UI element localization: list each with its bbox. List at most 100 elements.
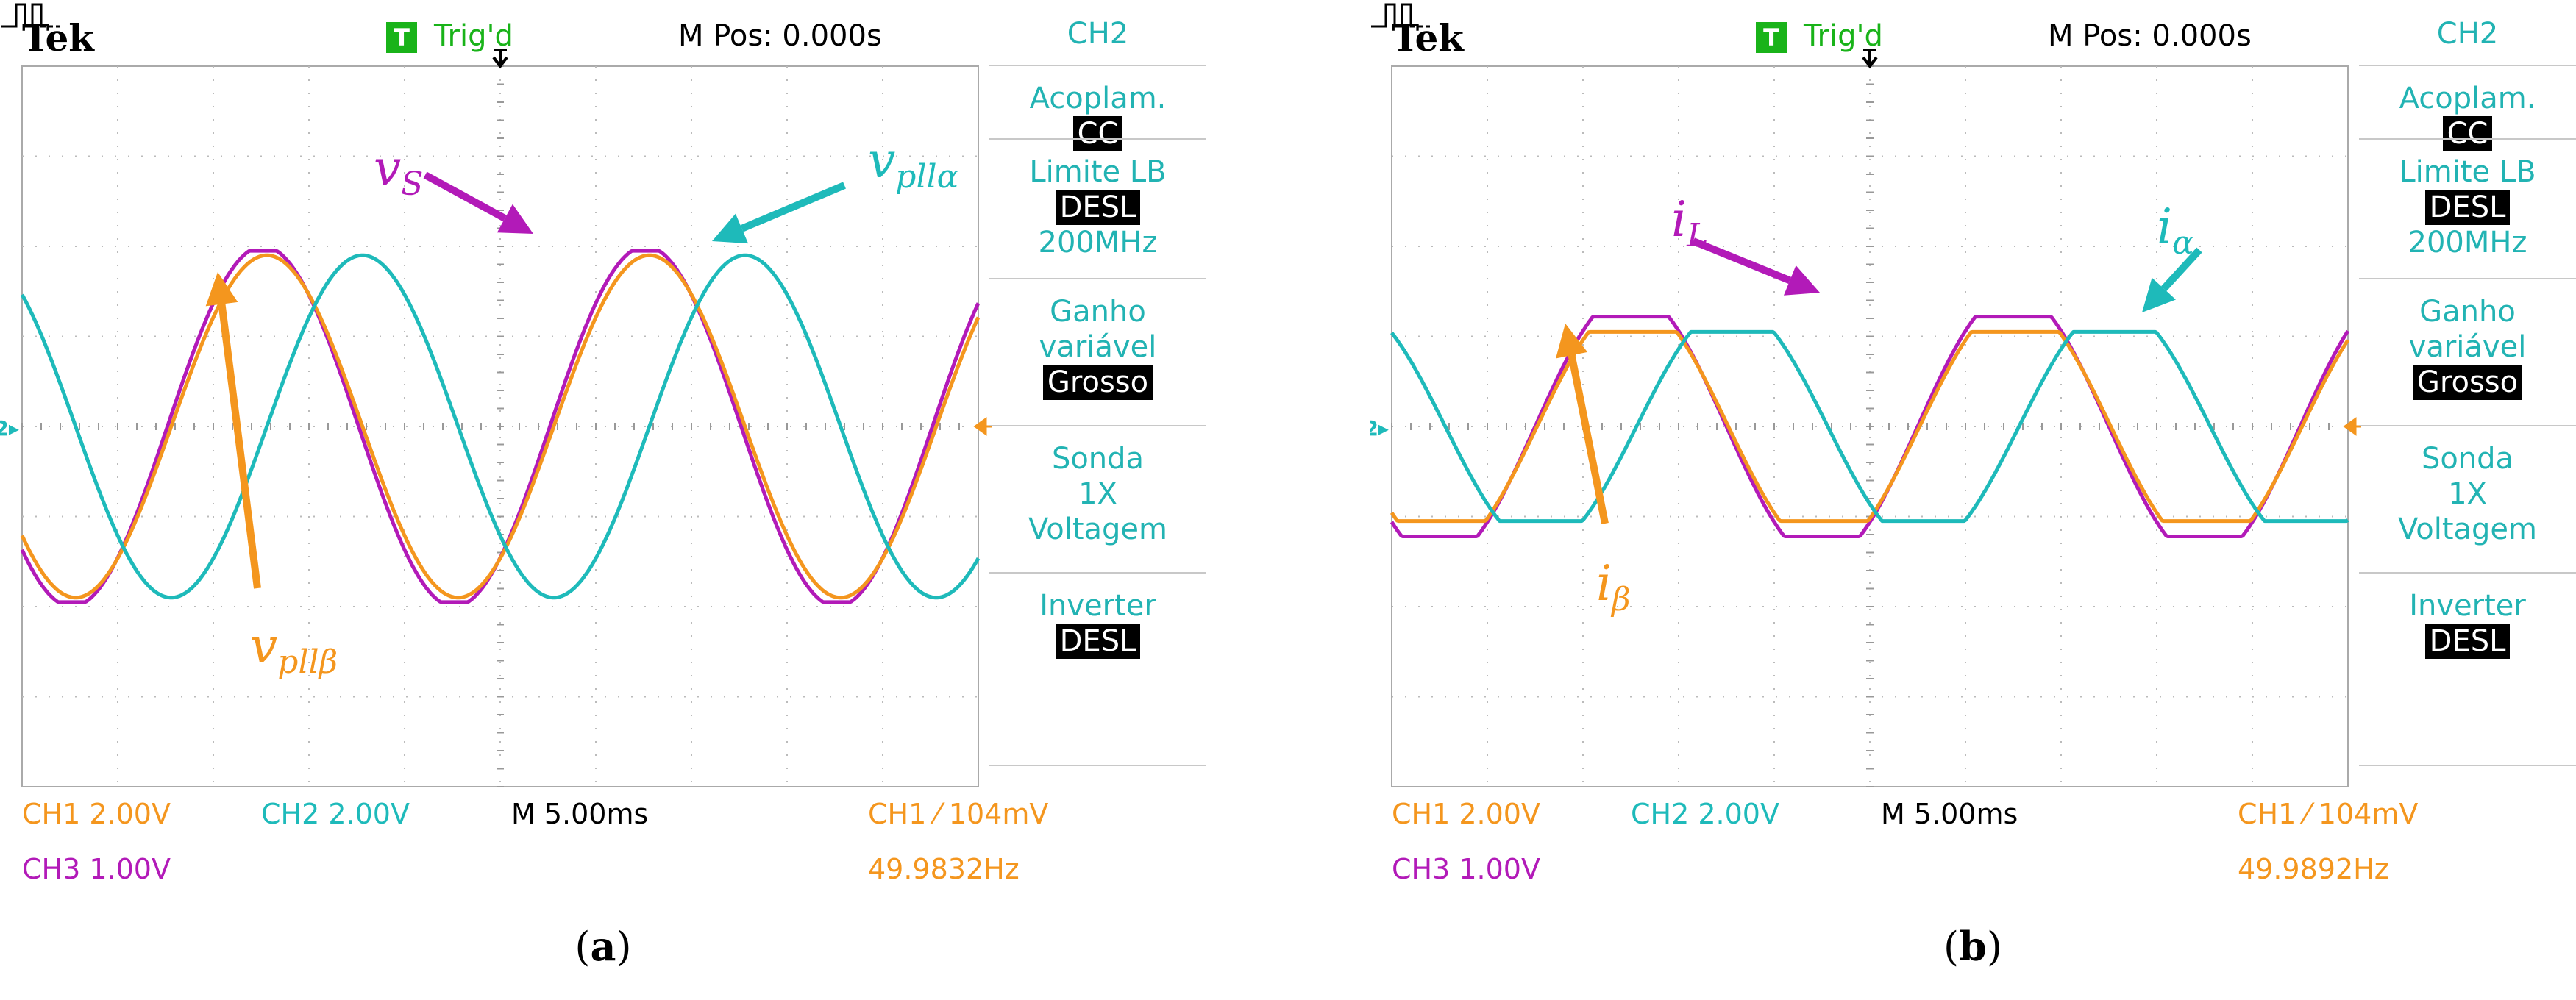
sidebar-item-label: Ganho [1050, 295, 1146, 329]
panel-b: 2▸ Tek T Trig'd M Pos: 0.000s CH2 Acoplam… [1370, 0, 2576, 1000]
sidebar-item[interactable]: Inverter DESL [2359, 588, 2576, 659]
sidebar-item-label: Inverter [1039, 589, 1156, 623]
sidebar-divider [2359, 278, 2576, 279]
sidebar-item[interactable]: Acoplam. CC [989, 81, 1206, 151]
oscilloscope-screen: 2▸ Tek T Trig'd M Pos: 0.000s CH2 Acoplam… [0, 0, 1206, 912]
series-line-0 [1390, 315, 2350, 538]
sidebar-divider [989, 425, 1206, 426]
annotation-arrowhead [2142, 277, 2176, 312]
pulse-icon [1, 3, 60, 28]
sidebar-item-label: Limite LB [1029, 155, 1167, 189]
caption-b: (b) [1943, 923, 2002, 970]
annotation-arrow [1568, 354, 1609, 524]
trigger-level: CH1 ⁄ 104mV [868, 798, 1049, 830]
trigger-position-icon [492, 49, 508, 69]
sidebar-item[interactable]: Ganho variável Grosso [989, 294, 1206, 400]
ch2-scale: CH2 2.00V [261, 798, 410, 830]
sidebar-item-label: Voltagem [1028, 512, 1167, 546]
sidebar-item-value-wrap: DESL [989, 190, 1206, 225]
annotation-arrow [740, 182, 846, 232]
annotation-arrowhead [712, 213, 749, 244]
series-line-1 [1390, 329, 2350, 524]
trigger-level-icon [2343, 417, 2361, 436]
sidebar-item-extra: 200MHz [1038, 226, 1158, 260]
sidebar-item[interactable]: Inverter DESL [989, 588, 1206, 659]
sidebar-item-value-wrap: CC [2359, 116, 2576, 151]
annotation-i-beta: iβ [1596, 555, 1631, 618]
sidebar-item-value-wrap: DESL [2359, 190, 2576, 225]
sidebar-item-label: Acoplam. [2399, 82, 2536, 115]
trigger-level-icon [973, 417, 992, 436]
annotation-vpll-beta: vpllβ [250, 618, 338, 681]
sidebar-item-label: Inverter [2409, 589, 2526, 623]
frequency-readout: 49.9892Hz [2238, 853, 2389, 885]
sidebar-divider [2359, 65, 2576, 66]
brand-label: Tek [1392, 16, 1464, 60]
ground-marker-icon: 2▸ [1370, 416, 1389, 440]
brand-label: Tek [22, 16, 94, 60]
sidebar-item-value: Grosso [2412, 365, 2523, 400]
sidebar-item-label: Sonda [1051, 442, 1145, 476]
pulse-icon [1371, 3, 1430, 28]
trigger-box-icon: T [1756, 22, 1787, 53]
ch1-scale: CH1 2.00V [1392, 798, 1540, 830]
panel-a: 2▸ Tek T Trig'd M Pos: 0.000s CH2 Acoplam… [0, 0, 1206, 1000]
sidebar-divider [2359, 425, 2576, 426]
sidebar-divider [989, 278, 1206, 279]
sidebar-item-label: 1X [1078, 477, 1117, 511]
sidebar-item[interactable]: Sonda 1X Voltagem [989, 441, 1206, 547]
waveform-plot: 2▸ [1370, 49, 2361, 788]
trigger-position-icon [1862, 49, 1878, 69]
sidebar-item-value: DESL [2424, 190, 2511, 225]
sidebar-item-label: variável [2408, 330, 2527, 364]
annotation-arrowhead [1555, 324, 1588, 359]
series-line-1 [20, 253, 981, 600]
sidebar-item-value: DESL [1055, 190, 1141, 225]
sidebar-divider [989, 572, 1206, 574]
sidebar-item-value: DESL [1055, 624, 1141, 659]
sidebar-item-label: Voltagem [2397, 512, 2537, 546]
trigger-level: CH1 ⁄ 104mV [2238, 798, 2419, 830]
annotation-arrow [423, 171, 507, 222]
oscilloscope-screen: 2▸ Tek T Trig'd M Pos: 0.000s CH2 Acoplam… [1370, 0, 2576, 912]
sidebar-item-label: Ganho [2419, 295, 2516, 329]
sidebar-item-value: DESL [2424, 624, 2511, 659]
trigger-status: Trig'd [434, 19, 513, 53]
sidebar-item-value: CC [2442, 116, 2493, 151]
ground-marker-icon: 2▸ [0, 416, 19, 440]
annotation-arrowhead [1783, 265, 1820, 296]
ch1-scale: CH1 2.00V [22, 798, 171, 830]
trigger-status: Trig'd [1804, 19, 1883, 53]
sidebar-channel: CH2 [1067, 17, 1129, 51]
sidebar-divider [2359, 138, 2576, 140]
waveform-plot: 2▸ [0, 49, 992, 788]
annotation-i-alpha: iα [2157, 199, 2194, 262]
frequency-readout: 49.9832Hz [868, 853, 1020, 885]
annotation-il: iL [1671, 191, 1709, 254]
ch3-scale: CH3 1.00V [22, 853, 171, 885]
sidebar-item[interactable]: Sonda 1X Voltagem [2359, 441, 2576, 547]
annotation-arrow [1692, 238, 1792, 285]
sidebar-item[interactable]: Ganho variável Grosso [2359, 294, 2576, 400]
sidebar-item-label: 1X [2448, 477, 2487, 511]
sidebar-item-extra: 200MHz [2408, 226, 2527, 260]
sidebar-divider [989, 138, 1206, 140]
sidebar-item-value-wrap: CC [989, 116, 1206, 151]
timebase: M 5.00ms [1881, 798, 2018, 830]
sidebar-item-value-wrap: Grosso [989, 365, 1206, 400]
ch3-scale: CH3 1.00V [1392, 853, 1540, 885]
annotation-vs: vS [374, 140, 424, 203]
sidebar-channel: CH2 [2436, 17, 2499, 51]
sidebar-item[interactable]: Limite LB DESL 200MHz [2359, 154, 2576, 260]
sidebar-item-label: Acoplam. [1029, 82, 1167, 115]
ch2-scale: CH2 2.00V [1631, 798, 1779, 830]
caption-a: (a) [574, 923, 632, 970]
sidebar-divider [989, 65, 1206, 66]
sidebar-item[interactable]: Acoplam. CC [2359, 81, 2576, 151]
sidebar-item[interactable]: Limite LB DESL 200MHz [989, 154, 1206, 260]
annotation-vpll-alpha: vpllα [868, 132, 959, 196]
series-line-2 [20, 253, 981, 600]
sidebar-divider [2359, 765, 2576, 766]
sidebar-item-label: Sonda [2421, 442, 2514, 476]
m-pos-readout: M Pos: 0.000s [678, 19, 882, 53]
